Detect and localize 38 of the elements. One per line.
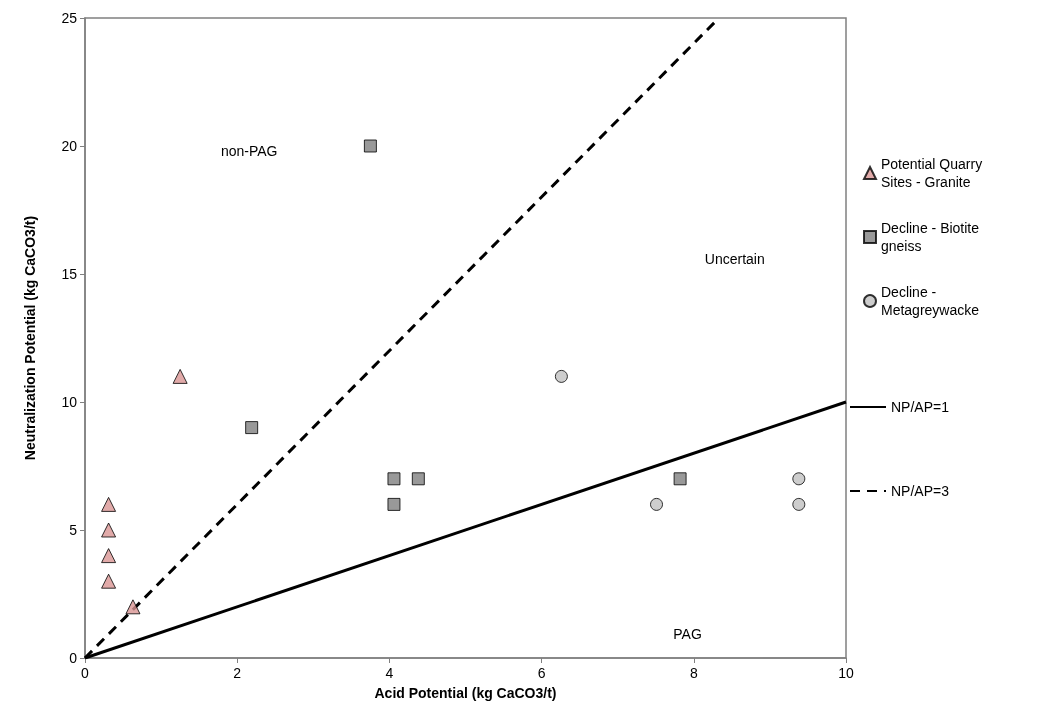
- y-tick-label: 25: [61, 10, 78, 26]
- y-tick-label: 5: [69, 522, 78, 538]
- x-tick-label: 4: [385, 665, 394, 681]
- y-tick-label: 20: [61, 138, 78, 154]
- x-tick-label: 10: [838, 665, 854, 681]
- y-tick-label: 10: [61, 394, 78, 410]
- point: [792, 497, 806, 511]
- point: [387, 472, 401, 486]
- x-axis-title: Acid Potential (kg CaCO3/t): [374, 685, 557, 701]
- point: [172, 368, 188, 384]
- annotation: non-PAG: [220, 143, 278, 160]
- legend-label: NP/AP=1: [891, 399, 950, 415]
- x-tick-label: 0: [81, 665, 90, 681]
- point: [411, 472, 425, 486]
- legend-label: Decline - Metagreywacke: [881, 284, 980, 318]
- point: [101, 548, 117, 564]
- x-tick-label: 6: [537, 665, 546, 681]
- legend-label: Potential Quarry Sites - Granite: [881, 156, 987, 190]
- y-axis-title: Neutralization Potential (kg CaCO3/t): [22, 215, 38, 461]
- point: [101, 573, 117, 589]
- y-tick-label: 15: [61, 266, 78, 282]
- point: [650, 497, 664, 511]
- legend-label: Decline - Biotite gneiss: [881, 220, 983, 254]
- y-tick-label: 0: [69, 650, 78, 666]
- annotation: PAG: [673, 626, 702, 643]
- point: [387, 497, 401, 511]
- point: [554, 369, 568, 383]
- point: [101, 496, 117, 512]
- point: [363, 139, 377, 153]
- point: [792, 472, 806, 486]
- x-tick-label: 8: [689, 665, 698, 681]
- point: [125, 599, 141, 615]
- annotation: Uncertain: [704, 251, 765, 268]
- point: [101, 522, 117, 538]
- point: [245, 421, 259, 435]
- point: [673, 472, 687, 486]
- legend-label: NP/AP=3: [891, 483, 950, 499]
- x-tick-label: 2: [233, 665, 242, 681]
